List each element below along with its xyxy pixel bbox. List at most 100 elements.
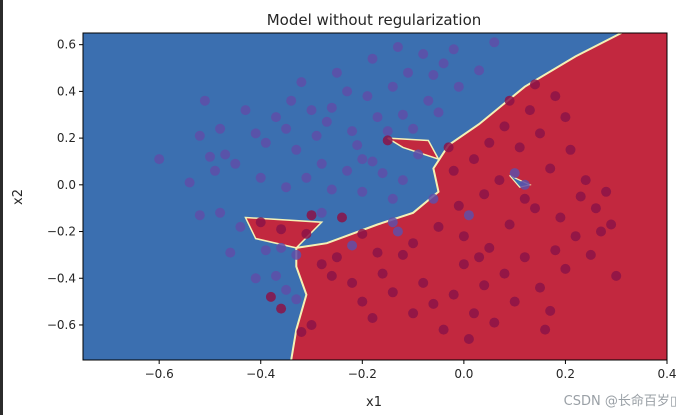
- scatter-point-class-1: [560, 112, 571, 123]
- scatter-point-class-0: [230, 158, 241, 169]
- scatter-point-class-1: [458, 231, 469, 242]
- scatter-point-class-0: [260, 245, 271, 256]
- scatter-point-class-0: [474, 65, 485, 76]
- scatter-point-class-1: [585, 249, 596, 260]
- scatter-point-class-0: [392, 226, 403, 237]
- scatter-point-class-1: [428, 298, 439, 309]
- scatter-point-class-1: [306, 210, 317, 221]
- scatter-point-class-1: [535, 282, 545, 293]
- scatter-point-class-1: [433, 221, 444, 232]
- y-tick-label: 0.6: [57, 38, 76, 52]
- scatter-point-class-0: [453, 81, 464, 92]
- scatter-point-class-1: [484, 137, 495, 148]
- y-tick-label: −0.6: [47, 318, 76, 332]
- scatter-point-class-1: [448, 165, 459, 176]
- plot-area: [82, 32, 668, 361]
- scatter-point-class-1: [458, 259, 469, 270]
- scatter-point-class-1: [519, 252, 530, 263]
- scatter-point-class-0: [260, 137, 271, 148]
- x-tick-label: −0.6: [145, 367, 174, 381]
- scatter-point-class-0: [342, 86, 353, 97]
- scatter-point-class-0: [326, 102, 337, 113]
- scatter-point-class-0: [347, 240, 358, 251]
- scatter-point-class-0: [321, 116, 332, 127]
- region-class-1: [291, 33, 667, 360]
- x-axis-label: x1: [366, 395, 382, 410]
- scatter-point-class-1: [469, 154, 479, 165]
- scatter-point-class-0: [205, 151, 215, 162]
- scatter-point-class-1: [540, 324, 551, 335]
- y-axis: 0.6 0.4 0.2 0.0 −0.2 −0.4 −0.6: [47, 38, 83, 332]
- x-tick-label: 0.0: [454, 367, 473, 381]
- scatter-point-class-1: [494, 175, 505, 186]
- scatter-point-class-1: [357, 296, 368, 307]
- scatter-point-class-0: [357, 186, 368, 197]
- scatter-point-class-0: [291, 144, 302, 155]
- scatter-point-class-1: [326, 270, 337, 281]
- scatter-point-class-0: [194, 130, 205, 141]
- scatter-point-class-0: [509, 168, 520, 179]
- scatter-point-class-1: [347, 277, 358, 288]
- y-tick-label: −0.4: [47, 271, 76, 285]
- scatter-point-class-0: [286, 95, 297, 106]
- scatter-point-class-0: [271, 270, 281, 281]
- scatter-point-class-1: [499, 268, 510, 279]
- scatter-point-class-0: [408, 123, 419, 134]
- window-edge: [0, 0, 3, 415]
- scatter-point-class-0: [372, 112, 383, 123]
- scatter-point-class-1: [367, 313, 378, 323]
- scatter-point-class-0: [367, 156, 378, 167]
- y-tick-label: −0.2: [47, 225, 76, 239]
- scatter-point-class-1: [443, 142, 454, 153]
- scatter-point-class-0: [342, 165, 353, 176]
- scatter-point-class-1: [611, 270, 622, 281]
- scatter-point-class-0: [291, 249, 302, 260]
- scatter-point-class-0: [438, 58, 449, 69]
- scatter-point-class-1: [397, 249, 408, 260]
- scatter-point-class-0: [428, 193, 439, 204]
- scatter-point-class-0: [519, 179, 530, 190]
- scatter-point-class-1: [479, 280, 490, 291]
- scatter-point-class-0: [397, 175, 408, 186]
- scatter-point-class-0: [347, 126, 358, 137]
- scatter-point-class-0: [357, 154, 368, 165]
- y-tick-label: 0.0: [57, 178, 76, 192]
- x-tick-label: −0.2: [348, 367, 377, 381]
- scatter-point-class-1: [387, 287, 398, 298]
- scatter-point-class-1: [276, 303, 287, 314]
- scatter-point-class-1: [255, 217, 266, 228]
- scatter-point-class-1: [590, 203, 601, 214]
- region-spike: [387, 137, 441, 161]
- scatter-point-class-0: [403, 67, 413, 78]
- scatter-point-class-0: [392, 42, 403, 52]
- scatter-point-class-1: [382, 135, 393, 146]
- plot-frame: [82, 32, 668, 361]
- y-tick-label: 0.2: [57, 131, 76, 145]
- scatter-point-class-0: [250, 273, 261, 284]
- scatter-point-class-0: [210, 165, 220, 176]
- scatter-point-class-1: [276, 224, 287, 235]
- scatter-point-class-0: [316, 158, 327, 169]
- scatter-point-class-1: [306, 320, 317, 330]
- scatter-point-class-1: [453, 200, 464, 211]
- x-axis: −0.6 −0.4 −0.2 0.0 0.2 0.4: [145, 360, 677, 381]
- scatter-point-class-0: [387, 217, 398, 228]
- scatter-point-class-1: [535, 128, 545, 139]
- scatter-point-class-0: [489, 37, 500, 48]
- scatter-point-class-1: [469, 308, 479, 319]
- scatter-point-class-1: [408, 308, 419, 319]
- scatter-point-class-1: [530, 203, 540, 214]
- scatter-point-class-1: [357, 228, 368, 239]
- scatter-point-class-1: [474, 252, 485, 263]
- scatter-point-class-1: [438, 324, 449, 335]
- scatter-point-class-1: [596, 226, 606, 237]
- scatter-point-class-1: [606, 219, 617, 230]
- scatter-point-class-0: [352, 140, 363, 151]
- x-tick-label: 0.2: [556, 367, 575, 381]
- scatter-point-class-1: [265, 291, 276, 302]
- scatter-point-class-0: [397, 109, 408, 120]
- scatter-point-class-1: [337, 212, 347, 223]
- scatter-point-class-1: [372, 247, 383, 258]
